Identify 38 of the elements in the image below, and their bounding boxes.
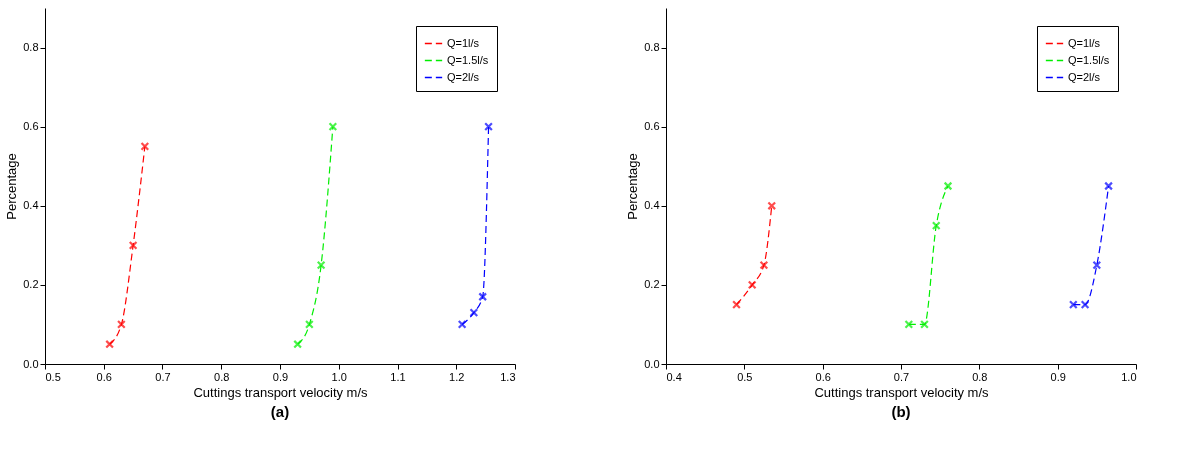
y-tick-label: 0.0 xyxy=(644,357,660,370)
x-tick-label: 0.6 xyxy=(96,370,112,383)
legend-label: Q=2l/s xyxy=(447,70,480,83)
x-tick-label: 1.3 xyxy=(500,370,516,383)
legend-label: Q=1.5l/s xyxy=(447,53,489,66)
x-tick-label: 0.5 xyxy=(45,370,61,383)
y-axis-title: Percentage xyxy=(625,153,641,220)
x-tick-label: 0.9 xyxy=(1050,370,1066,383)
y-tick-label: 0.6 xyxy=(644,120,660,133)
y-tick-label: 0.6 xyxy=(23,120,39,133)
legend-label: Q=2l/s xyxy=(1068,70,1101,83)
x-tick-label: 0.9 xyxy=(272,370,289,383)
legend-label: Q=1l/s xyxy=(1068,36,1101,49)
y-tick-label: 0.8 xyxy=(23,41,39,54)
x-tick-label: 0.7 xyxy=(893,370,910,383)
y-axis-title: Percentage xyxy=(4,153,20,220)
y-tick-label: 0.8 xyxy=(644,41,660,54)
y-tick-label: 0.2 xyxy=(644,278,660,291)
x-tick-label: 1.1 xyxy=(390,370,406,383)
x-tick-label: 1.0 xyxy=(1121,370,1137,383)
y-tick-label: 0.0 xyxy=(23,357,39,370)
x-axis-title: Cuttings transport velocity m/s xyxy=(193,384,369,400)
x-tick-label: 0.7 xyxy=(155,370,171,383)
legend-label: Q=1.5l/s xyxy=(1068,53,1110,66)
text: (a) xyxy=(270,403,290,420)
legend-label: Q=1l/s xyxy=(447,36,480,49)
x-tick-label: 1.2 xyxy=(449,370,465,383)
text: (b) xyxy=(891,403,911,420)
y-tick-label: 0.2 xyxy=(23,278,39,291)
y-tick-label: 0.4 xyxy=(644,199,660,212)
x-axis-title: Cuttings transport velocity m/s xyxy=(814,384,990,400)
x-tick-label: 0.5 xyxy=(737,370,753,383)
x-tick-label: 1.0 xyxy=(331,370,347,383)
x-tick-label: 0.6 xyxy=(815,370,831,383)
x-tick-label: 0.4 xyxy=(666,370,682,383)
x-tick-label: 0.8 xyxy=(972,370,988,383)
x-tick-label: 0.8 xyxy=(214,370,230,383)
y-tick-label: 0.4 xyxy=(23,199,39,212)
